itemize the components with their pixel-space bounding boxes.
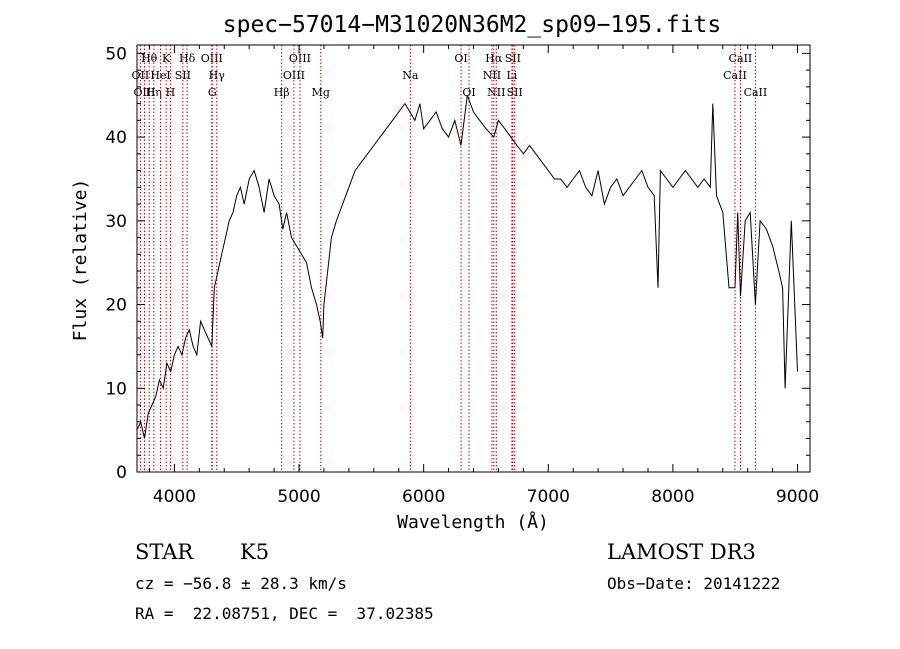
plot-frame: [136, 44, 811, 473]
line-marker-label: OIII: [133, 86, 155, 99]
line-marker-label: Mg: [312, 86, 330, 99]
line-marker-label: SII: [507, 86, 523, 99]
line-marker-label: G: [208, 86, 217, 99]
line-marker-label: CaII: [729, 52, 753, 65]
line-marker-label: OI: [462, 86, 475, 99]
line-marker-label: NII: [483, 69, 501, 82]
line-marker-label: Na: [402, 69, 419, 82]
coordinates: RA = 22.08751, DEC = 37.02385: [135, 604, 434, 623]
line-marker-label: Hγ: [209, 69, 226, 82]
spectrum-chart: spec−57014−M31020N36M2_sp09−195.fits Hθ O…: [70, 12, 819, 533]
y-axis-label: Flux (relative): [70, 179, 91, 342]
y-tick-label: 0: [116, 463, 127, 483]
x-tick-label: 5000: [277, 487, 320, 507]
line-marker-label: Hθ: [141, 52, 158, 65]
x-tick-label: 9000: [776, 487, 819, 507]
survey-name: LAMOST DR3: [607, 540, 756, 564]
subclass: K5: [240, 540, 270, 564]
x-axis-label: Wavelength (Å): [397, 511, 549, 533]
line-marker-label: OIII: [201, 52, 223, 65]
spectrum-series-line: [136, 95, 798, 439]
line-marker-label: CaII: [744, 86, 768, 99]
x-tick-label: 8000: [651, 487, 694, 507]
line-marker-label: Hδ: [179, 52, 196, 65]
line-marker-label: Hη: [146, 86, 162, 99]
line-marker-label: Li: [506, 69, 517, 82]
y-tick-label: 40: [105, 128, 127, 148]
line-marker-label: OIII: [289, 52, 311, 65]
line-marker-label: H: [166, 86, 176, 99]
obs-date: Obs−Date: 20141222: [607, 574, 781, 593]
chart-title: spec−57014−M31020N36M2_sp09−195.fits: [223, 12, 722, 38]
x-tick-label: 6000: [402, 487, 445, 507]
line-marker-label: Hβ: [274, 86, 290, 99]
y-tick-label: 10: [105, 379, 127, 399]
y-tick-label: 50: [105, 44, 127, 64]
line-marker-label: NII: [487, 86, 505, 99]
y-tick-label: 20: [105, 296, 127, 316]
line-marker-label: HeI: [150, 69, 170, 82]
line-marker-label: Hα: [485, 52, 503, 65]
line-marker-label: SII: [175, 69, 191, 82]
redshift-readout: cz = −56.8 ± 28.3 km/s: [135, 574, 347, 593]
object-class: STAR: [135, 540, 194, 564]
line-marker-label: CaII: [723, 69, 747, 82]
line-marker-label: K: [162, 52, 171, 65]
line-marker-label: OIII: [283, 69, 305, 82]
x-tick-label: 4000: [153, 487, 196, 507]
y-tick-label: 30: [105, 212, 127, 232]
line-marker-label: SII: [505, 52, 521, 65]
line-marker-label: OI: [454, 52, 467, 65]
x-tick-label: 7000: [527, 487, 570, 507]
line-marker-label: OII: [132, 69, 150, 82]
